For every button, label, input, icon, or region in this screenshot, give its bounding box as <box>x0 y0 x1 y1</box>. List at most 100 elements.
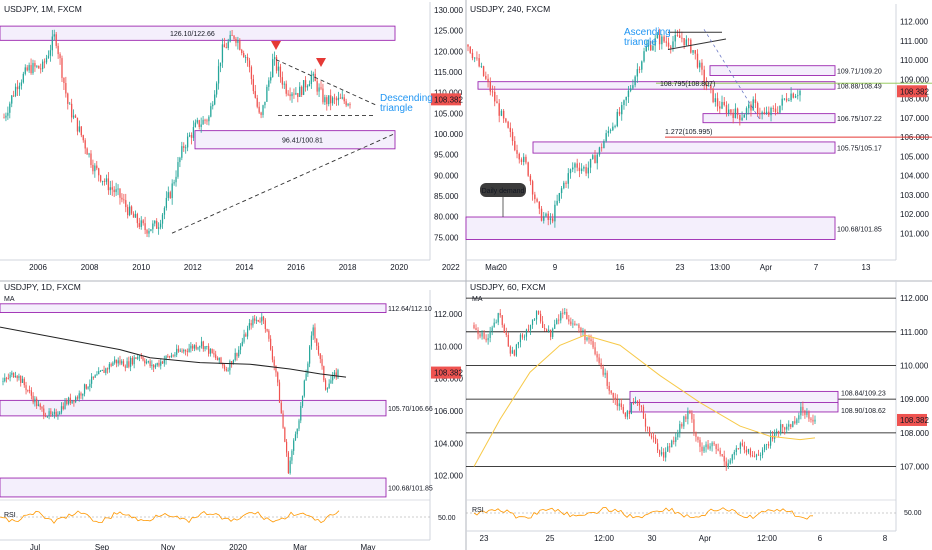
daily-candle-body <box>55 411 57 416</box>
h1-candle-body <box>507 334 509 347</box>
h4-candle-body <box>732 112 734 118</box>
h1-candle-body <box>701 446 703 452</box>
h1-rsi-legend: RSI <box>472 507 484 514</box>
h4-candle-body <box>685 39 688 46</box>
daily-candle-body <box>142 357 144 361</box>
daily-candle-body <box>4 377 6 382</box>
h1-candle-body <box>648 427 651 436</box>
h1-candle-body <box>687 411 689 420</box>
h1-candle-body <box>711 442 713 447</box>
monthly-x-tick: 2018 <box>339 263 357 272</box>
h4-fib-level-label: 108.795(108.807) <box>660 81 715 88</box>
h1-candle-body <box>620 403 622 408</box>
h4-candle-body <box>598 147 601 155</box>
h1-candle-body <box>790 424 792 428</box>
daily-candle-body <box>119 360 121 364</box>
h4-candle-body <box>674 34 676 42</box>
h1-candle-body <box>677 432 679 438</box>
h1-candle-body <box>491 327 493 332</box>
daily-zone <box>0 303 387 313</box>
h4-candle-body <box>632 85 634 89</box>
h4-candle-body <box>563 182 565 189</box>
h1-candle-body <box>691 413 693 420</box>
daily-candle-body <box>46 416 48 418</box>
h4-candle-body <box>643 51 645 62</box>
daily-candle-body <box>99 370 102 372</box>
monthly-candle-body <box>42 61 44 69</box>
monthly-zone-label: 126.10/122.66 <box>170 31 215 38</box>
daily-candle-body <box>9 374 11 379</box>
daily-candle-body <box>60 406 63 413</box>
daily-candle-body <box>298 420 300 429</box>
monthly-y-tick: 105.000 <box>434 109 463 118</box>
monthly-candle-body <box>47 55 50 58</box>
daily-candle-body <box>32 395 34 403</box>
daily-candle-body <box>303 380 305 396</box>
h1-candle-body <box>560 312 562 321</box>
daily-candle-body <box>293 440 295 451</box>
h1-candle-body <box>737 448 739 450</box>
h4-candle-body <box>518 153 520 160</box>
h1-candle-body <box>673 440 675 442</box>
h4-candle-body <box>712 88 714 103</box>
monthly-candle-body <box>156 220 158 229</box>
monthly-candle-body <box>161 214 164 224</box>
monthly-candle-body <box>273 57 276 60</box>
monthly-y-tick: 120.000 <box>434 47 463 56</box>
monthly-candle-body <box>90 153 92 165</box>
h4-candle-body <box>487 78 489 82</box>
h4-candle-body <box>616 111 618 127</box>
daily-candle-body <box>326 388 328 390</box>
h1-candle-body <box>788 424 790 427</box>
daily-candle-body <box>131 357 133 365</box>
h1-candle-body <box>675 437 677 442</box>
h1-candle-body <box>671 440 673 448</box>
h4-candle-body <box>478 58 480 67</box>
daily-candle-body <box>138 356 141 358</box>
h1-candle-body <box>727 463 729 467</box>
monthly-candle-body <box>235 38 237 43</box>
h1-candle-body <box>755 454 758 457</box>
h4-candle-body <box>768 111 770 116</box>
monthly-candle-body <box>272 59 274 78</box>
h1-candle-body <box>542 321 544 328</box>
daily-candle-body <box>124 366 126 368</box>
h4-candle-body <box>627 90 630 97</box>
h4-candle-body <box>714 98 717 103</box>
h1-candle-body <box>489 331 491 338</box>
h1-candle-body <box>644 418 647 427</box>
daily-candle-body <box>231 361 233 365</box>
h4-candle-body <box>654 38 656 46</box>
h4-candle-body <box>756 103 759 114</box>
monthly-candle-body <box>125 200 127 208</box>
ascending-triangle-label-2: triangle <box>624 37 657 48</box>
monthly-candle-body <box>78 126 81 132</box>
daily-candle-body <box>25 385 27 391</box>
daily-candle-body <box>324 380 327 390</box>
h1-candle-body <box>812 419 814 422</box>
daily-candle-body <box>167 356 169 357</box>
daily-candle-body <box>310 335 313 347</box>
daily-candle-body <box>206 346 208 347</box>
daily-candle-body <box>289 460 291 474</box>
h4-candle-body <box>489 81 491 92</box>
h4-candle-body <box>741 117 743 121</box>
h4-candle-body <box>607 131 610 134</box>
h4-candle-body <box>652 45 654 51</box>
monthly-candle-body <box>111 187 113 190</box>
monthly-candle-body <box>152 223 154 230</box>
daily-candle-body <box>82 393 84 396</box>
h1-candle-body <box>774 432 776 439</box>
h4-y-tick: 106.000 <box>900 133 929 142</box>
monthly-candle-body <box>185 147 187 149</box>
h4-candle-body <box>523 156 525 162</box>
monthly-candle-body <box>154 220 156 224</box>
h1-candle-body <box>729 460 731 464</box>
monthly-candle-body <box>243 52 245 58</box>
h4-candle-body <box>496 101 498 104</box>
h4-candle-body <box>491 91 494 93</box>
h1-candle-body <box>608 385 610 391</box>
daily-candle-body <box>181 350 183 352</box>
monthly-candle-body <box>310 75 312 85</box>
monthly-zone <box>194 130 396 150</box>
